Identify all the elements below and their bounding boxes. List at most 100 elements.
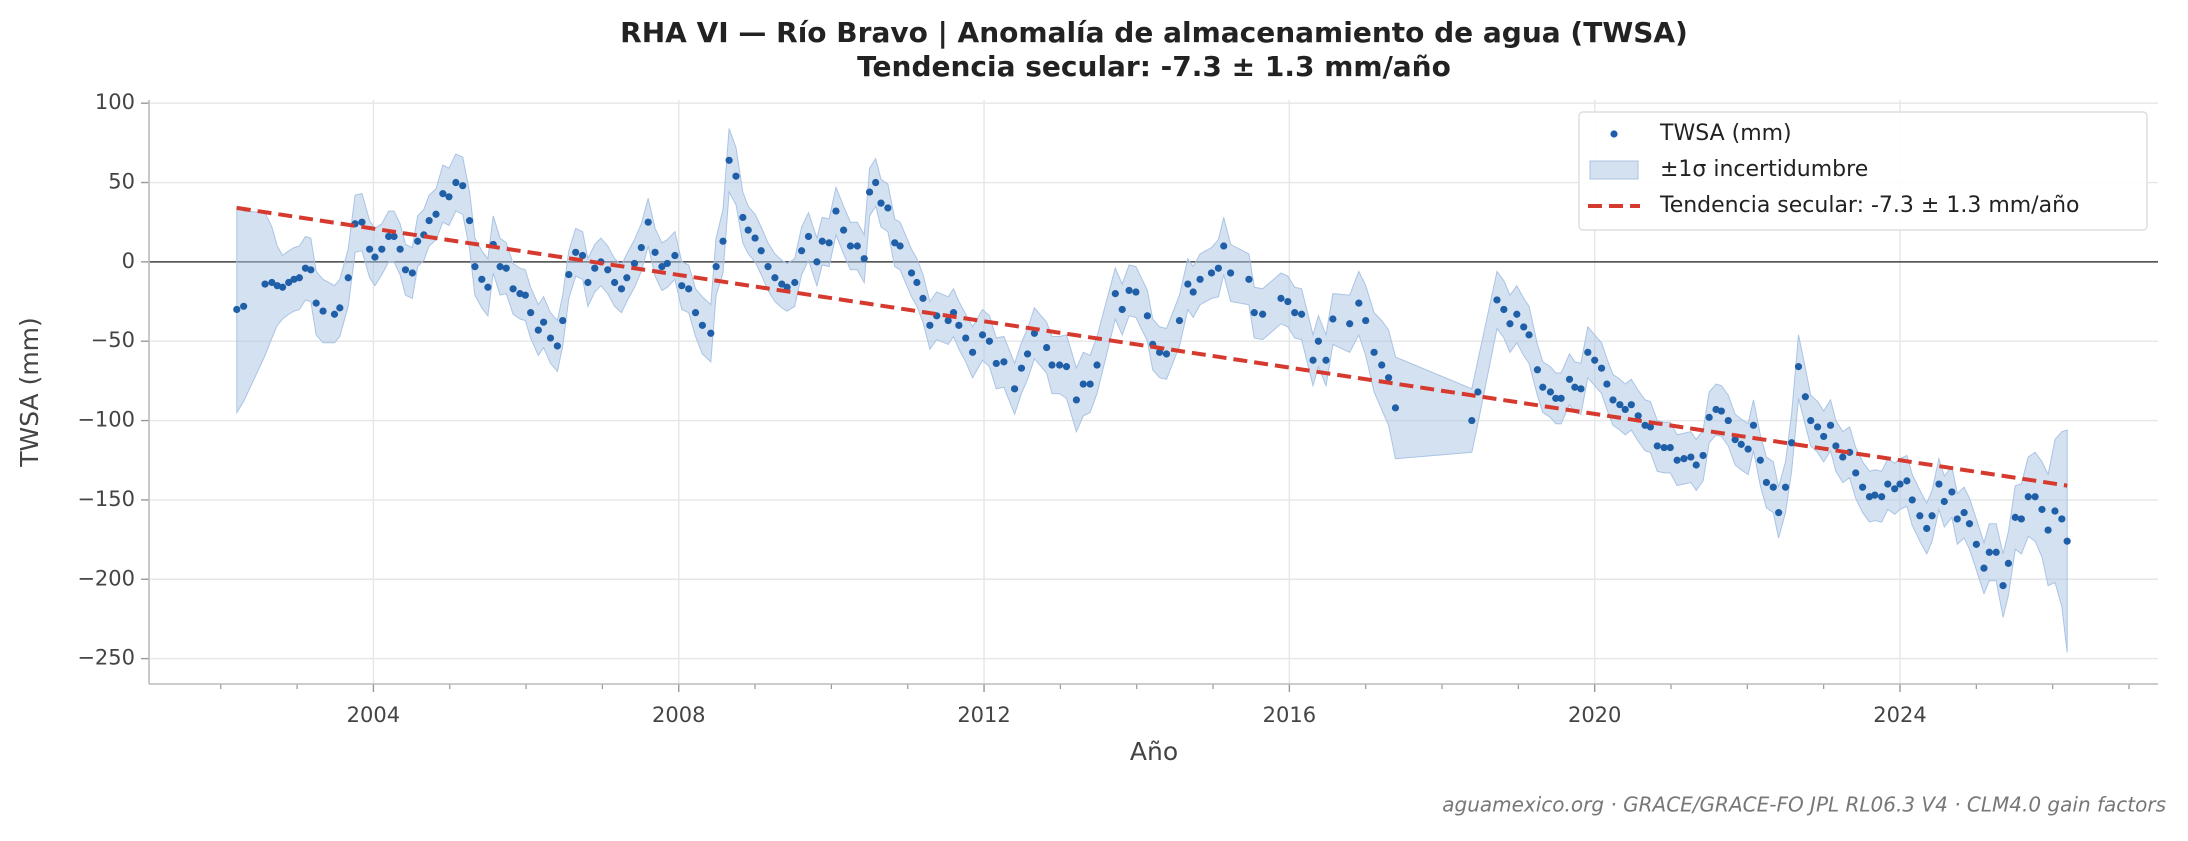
data-point <box>853 242 861 250</box>
data-point <box>764 263 772 271</box>
data-point <box>944 316 952 325</box>
data-point <box>1184 280 1192 288</box>
y-tick-label: −200 <box>77 566 135 590</box>
data-point <box>484 283 492 291</box>
data-point <box>285 278 293 287</box>
data-point <box>1196 275 1204 283</box>
data-point <box>1999 582 2007 590</box>
data-point <box>1687 453 1695 461</box>
data-point <box>2031 493 2039 501</box>
data-point <box>591 264 599 272</box>
data-point <box>1609 396 1617 404</box>
data-point <box>559 316 567 325</box>
data-point <box>2044 526 2052 534</box>
data-point <box>611 278 619 287</box>
data-point <box>813 258 821 266</box>
data-point <box>1093 361 1101 369</box>
data-point <box>1506 320 1514 328</box>
data-point <box>1118 305 1126 314</box>
data-point <box>1214 264 1222 272</box>
data-point <box>385 232 393 241</box>
y-tick-label: 50 <box>108 170 135 194</box>
data-point <box>2058 515 2066 523</box>
data-point <box>1226 269 1235 277</box>
data-point <box>671 251 679 260</box>
data-point <box>295 274 303 282</box>
data-point <box>1355 299 1363 307</box>
x-tick-label: 2016 <box>1263 703 1316 727</box>
data-point <box>1603 380 1611 388</box>
data-point <box>732 172 740 180</box>
data-point <box>1724 416 1732 425</box>
data-point <box>1048 361 1056 369</box>
data-point <box>744 226 752 234</box>
data-point <box>578 251 587 260</box>
data-point <box>818 237 826 245</box>
data-point <box>336 304 344 312</box>
data-point <box>1023 350 1032 358</box>
data-point <box>540 318 548 326</box>
data-point <box>365 245 374 253</box>
data-point <box>1309 356 1317 364</box>
data-point <box>390 232 398 241</box>
data-point <box>1972 540 1980 548</box>
x-tick-label: 2020 <box>1568 703 1621 727</box>
data-point <box>1584 348 1592 356</box>
data-point <box>1291 309 1299 317</box>
data-point <box>1513 310 1521 318</box>
data-point <box>1384 374 1393 382</box>
data-point <box>330 310 339 318</box>
data-point <box>1546 388 1555 396</box>
data-point <box>955 321 963 329</box>
data-point <box>1378 361 1386 369</box>
data-point <box>1370 348 1378 356</box>
data-point <box>509 285 517 293</box>
data-point <box>378 245 386 253</box>
data-point <box>1794 363 1803 371</box>
data-point <box>1807 416 1815 425</box>
data-point <box>1992 548 2000 556</box>
legend-label: ±1σ incertidumbre <box>1660 157 1868 182</box>
data-point <box>1162 350 1171 358</box>
x-axis-label: Año <box>1130 737 1178 766</box>
data-point <box>1948 488 1956 496</box>
data-point <box>751 234 759 242</box>
data-point <box>1552 394 1560 402</box>
data-point <box>891 239 899 247</box>
data-point <box>1699 451 1707 460</box>
data-point <box>2063 537 2071 545</box>
data-point <box>1468 416 1476 425</box>
data-point <box>1539 383 1547 391</box>
data-point <box>884 204 892 212</box>
data-point <box>907 269 916 277</box>
data-point <box>1801 393 1809 401</box>
data-point <box>1953 515 1961 523</box>
data-point <box>825 239 833 247</box>
chart-title: RHA VI — Río Bravo | Anomalía de almacen… <box>620 16 1688 49</box>
data-point <box>1871 491 1879 499</box>
data-point <box>1820 432 1828 441</box>
data-point <box>1940 497 1948 506</box>
data-point <box>465 217 474 225</box>
data-point <box>1832 442 1840 450</box>
data-point <box>1500 305 1508 314</box>
data-point <box>771 274 779 282</box>
data-point <box>445 193 453 201</box>
data-point <box>678 282 686 290</box>
data-point <box>651 248 659 256</box>
data-point <box>521 291 529 299</box>
data-point <box>408 269 416 277</box>
legend-label: Tendencia secular: -7.3 ± 1.3 mm/año <box>1659 193 2079 218</box>
data-point <box>840 226 848 234</box>
source-note: aguamexico.org · GRACE/GRACE-FO JPL RL06… <box>1442 793 2166 817</box>
legend-marker <box>1589 160 1639 180</box>
data-point <box>584 278 592 287</box>
data-point <box>1616 401 1624 409</box>
data-point <box>1705 413 1713 421</box>
data-point <box>371 253 379 261</box>
data-point <box>1960 509 1968 517</box>
data-point <box>1277 294 1285 302</box>
data-point <box>1621 405 1629 414</box>
data-point <box>1859 483 1867 491</box>
data-point <box>2024 493 2032 501</box>
